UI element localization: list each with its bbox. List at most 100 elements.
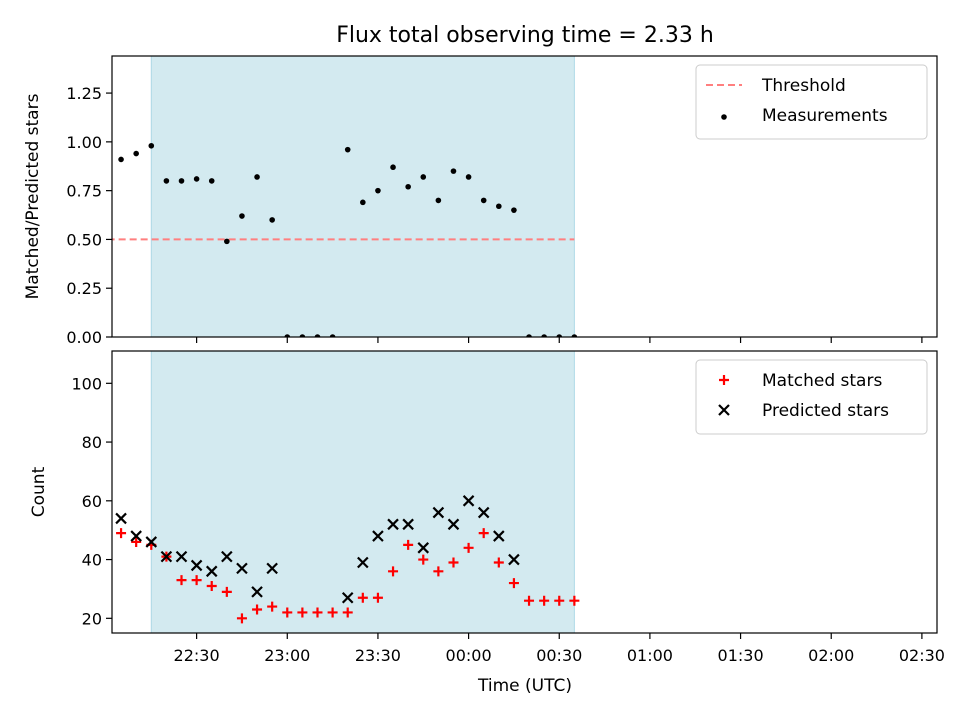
measurement-point <box>284 334 291 337</box>
matched-point <box>357 592 368 603</box>
predicted-point <box>266 562 278 575</box>
chart-title: Flux total observing time = 2.33 h <box>336 23 714 48</box>
matched-point <box>388 566 399 577</box>
predicted-point <box>508 553 520 566</box>
matched-point <box>493 557 504 568</box>
y-axis-label: Count <box>29 466 49 517</box>
legend-label: Threshold <box>761 76 846 96</box>
x-tick-label: 02:00 <box>808 646 854 665</box>
matched-point <box>221 586 232 597</box>
predicted-point <box>477 506 490 519</box>
predicted-point <box>417 542 430 554</box>
legend-measurement-swatch <box>721 114 727 120</box>
matched-point <box>176 575 187 586</box>
predicted-point <box>341 591 354 604</box>
matched-point <box>252 604 263 615</box>
y-axis-label: Matched/Predicted stars <box>23 93 43 299</box>
measurement-point <box>163 178 170 184</box>
measurement-point <box>314 334 321 337</box>
matched-point <box>508 578 519 589</box>
legend-label: Predicted stars <box>762 401 889 421</box>
predicted-point <box>236 562 248 575</box>
matched-point <box>448 557 459 568</box>
predicted-point <box>447 518 460 531</box>
predicted-point <box>462 495 475 507</box>
y-tick-label: 0.50 <box>66 230 102 249</box>
legend-box <box>695 359 928 435</box>
legend: Matched stars Predicted stars <box>695 359 928 435</box>
predicted-point <box>190 559 203 572</box>
matched-point <box>312 607 323 618</box>
measurement-point <box>511 207 517 213</box>
measurement-point <box>420 174 427 180</box>
x-axis-label: Time (UTC) <box>477 676 572 696</box>
matched-point <box>327 607 338 618</box>
x-tick-label: 22:30 <box>174 646 220 665</box>
matched-point <box>236 613 247 624</box>
matched-point <box>372 592 383 603</box>
plot-area <box>115 495 580 624</box>
panel-ratio: 0.00 0.25 0.50 0.75 1.00 1.25 Matched/Predicte… <box>23 55 938 347</box>
matched-point <box>191 575 202 586</box>
matched-point <box>282 607 293 618</box>
measurement-point <box>208 178 215 184</box>
legend-label: Measurements <box>762 106 888 126</box>
measurement-point <box>299 334 306 337</box>
y-tick-label: 80 <box>82 433 102 452</box>
predicted-point <box>387 518 399 531</box>
x-tick-label: 00:30 <box>536 646 582 665</box>
predicted-point <box>432 506 445 519</box>
y-tick-label: 0.75 <box>66 182 102 201</box>
x-tick-label: 23:00 <box>264 646 310 665</box>
matched-point <box>524 595 535 606</box>
y-tick-label: 0.00 <box>66 328 102 347</box>
predicted-point <box>372 530 384 542</box>
predicted-point <box>251 586 263 598</box>
plot-area <box>112 142 578 337</box>
legend-box <box>695 64 928 140</box>
predicted-point <box>205 565 218 578</box>
predicted-point <box>357 556 369 569</box>
predicted-point <box>115 512 127 525</box>
measurement-point <box>480 197 487 204</box>
x-tick-label: 23:30 <box>355 646 401 665</box>
predicted-point <box>160 550 173 563</box>
y-tick-label: 1.25 <box>66 84 102 103</box>
legend: Threshold Measurements <box>695 64 928 140</box>
measurement-point <box>133 150 139 157</box>
predicted-point <box>221 550 233 563</box>
y-tick-label: 20 <box>82 609 102 628</box>
matched-point <box>267 601 278 612</box>
matched-point <box>297 607 308 618</box>
measurement-point <box>496 203 502 210</box>
predicted-point <box>402 518 414 531</box>
y-tick-label: 40 <box>82 551 102 570</box>
x-tick-label: 01:00 <box>627 646 673 665</box>
axes-frame <box>111 350 938 634</box>
measurement-point <box>178 178 185 184</box>
x-tick-label: 01:30 <box>718 646 764 665</box>
measurement-point <box>571 334 578 337</box>
matched-point <box>418 554 429 565</box>
measurement-point <box>360 199 366 206</box>
measurement-point <box>390 164 396 171</box>
matched-point <box>131 536 142 547</box>
legend-predicted-swatch <box>718 404 730 416</box>
series-matched-stars <box>116 528 580 624</box>
measurement-point <box>224 238 230 245</box>
axes-frame <box>111 55 938 338</box>
measurement-point <box>118 156 124 163</box>
predicted-point <box>175 550 188 563</box>
measurement-point <box>541 334 547 337</box>
measurement-point <box>148 142 155 149</box>
y-tick-label: 0.25 <box>66 279 102 298</box>
measurement-point <box>269 217 275 223</box>
measurement-point <box>254 174 260 180</box>
measurement-point <box>375 187 381 194</box>
predicted-point <box>145 536 158 548</box>
measurement-point <box>556 334 563 337</box>
matched-point <box>569 595 580 606</box>
y-tick-label: 1.00 <box>66 133 102 152</box>
matched-point <box>433 566 444 577</box>
